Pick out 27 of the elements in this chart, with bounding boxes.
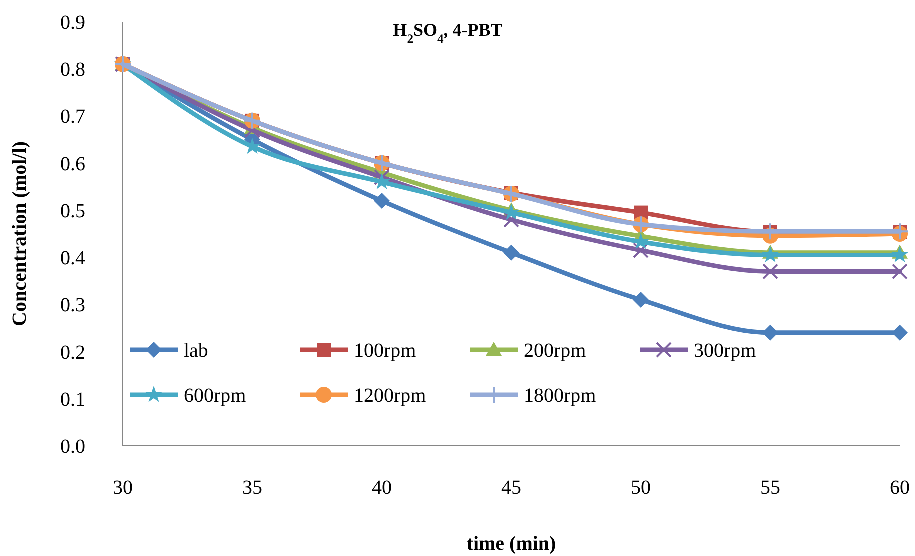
x-tick-label: 60 [890, 477, 910, 499]
y-tick-label: 0.6 [60, 153, 86, 176]
legend-label: 1800rpm [524, 385, 597, 407]
legend-label: 300rpm [694, 340, 757, 362]
y-axis-title: Concentration (mol/l) [9, 142, 31, 326]
legend-label: 1200rpm [354, 385, 427, 407]
legend-label: lab [184, 340, 208, 362]
y-tick-label: 0.0 [60, 436, 86, 458]
y-tick-label: 0.7 [60, 106, 86, 128]
legend-label: 600rpm [184, 385, 247, 407]
legend-label: 100rpm [354, 340, 417, 362]
x-tick-label: 55 [760, 477, 780, 499]
x-axis-title: time (min) [466, 533, 556, 555]
y-tick-label: 0.2 [60, 342, 86, 364]
x-tick-label: 40 [372, 477, 392, 499]
x-tick-label: 50 [631, 477, 651, 499]
legend-label: 200rpm [524, 340, 587, 362]
x-tick-label: 30 [113, 477, 133, 499]
y-tick-label: 0.3 [60, 294, 86, 317]
x-tick-label: 35 [242, 477, 262, 499]
y-tick-label: 0.5 [60, 200, 86, 222]
y-tick-label: 0.9 [60, 12, 86, 34]
y-tick-label: 0.1 [60, 388, 86, 411]
chart-title: H$_{2}$SO$_{4}$, 4-PBT [393, 20, 503, 46]
y-tick-label: 0.4 [60, 248, 86, 270]
y-tick-label: 0.8 [60, 59, 86, 82]
x-tick-label: 45 [502, 477, 522, 499]
